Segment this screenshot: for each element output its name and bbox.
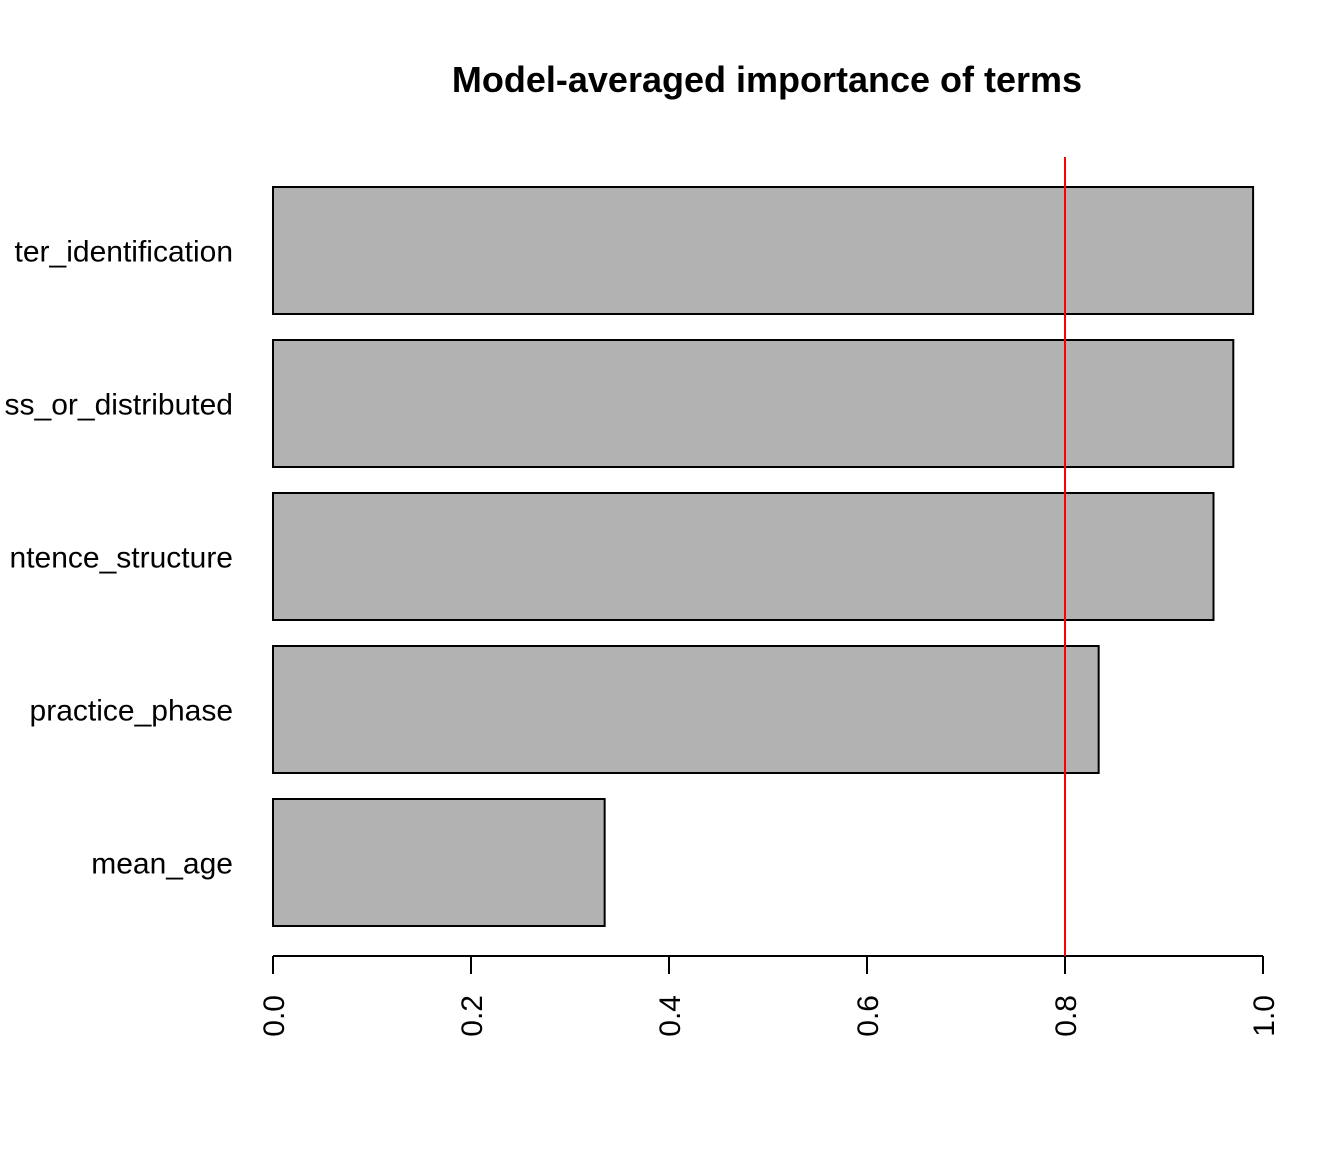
bar-ter-identification [272,186,1255,315]
x-axis: 0.0 0.2 0.4 0.6 0.8 1.0 [258,955,1281,1037]
x-tick-label: 0.4 [654,995,687,1037]
bars-layer [272,186,1255,927]
bar-ntence-structure [272,492,1215,621]
bar-practice-phase [272,645,1100,774]
bar-ss-or-distributed [272,339,1235,468]
category-label: ter_identification [15,236,233,269]
x-tick-label: 0.0 [258,995,291,1037]
category-label: ntence_structure [10,542,233,575]
category-labels: ter_identification ss_or_distributedntenc… [5,236,233,881]
chart-title: Model-averaged importance of terms [452,59,1082,100]
category-label: ss_or_distributed [5,389,233,422]
category-label: practice_phase [30,695,233,728]
category-label: mean_age [91,848,233,881]
x-tick-label: 0.8 [1050,995,1083,1037]
x-tick-label: 0.2 [456,995,489,1037]
bar-mean-age [272,798,606,927]
x-tick-label: 1.0 [1248,995,1281,1037]
x-tick-label: 0.6 [852,995,885,1037]
